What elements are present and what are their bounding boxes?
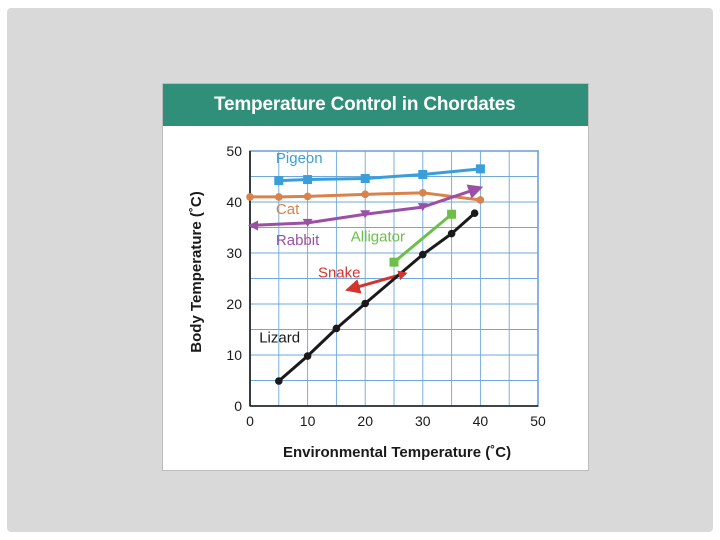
alligator-label: Alligator xyxy=(351,228,405,245)
x-tick-label: 40 xyxy=(473,413,489,429)
chart-header-bar: Temperature Control in Chordates xyxy=(163,84,588,126)
y-tick-label: 40 xyxy=(226,194,242,210)
pigeon-point xyxy=(360,174,370,184)
x-tick-label: 30 xyxy=(415,413,431,429)
x-tick-label: 50 xyxy=(530,413,546,429)
chart-title: Temperature Control in Chordates xyxy=(214,94,516,115)
cat-series-line xyxy=(250,191,481,202)
y-tick-label: 30 xyxy=(226,245,242,261)
cat-point xyxy=(361,190,369,199)
cat-point xyxy=(275,193,283,201)
line-chart: 0 10 20 30 40 50 0 10 20 30 40 50 Pigeon Cat Rabbit Al… xyxy=(188,143,546,461)
cat-point xyxy=(476,196,485,204)
alligator-series-line xyxy=(393,213,453,264)
lizard-point xyxy=(447,229,456,238)
pigeon-point xyxy=(303,175,313,185)
rabbit-point xyxy=(417,203,428,212)
rabbit-label: Rabbit xyxy=(276,232,320,249)
alligator-point xyxy=(389,257,399,267)
rabbit-arrowhead xyxy=(248,220,258,231)
y-tick-label: 50 xyxy=(226,143,242,159)
cat-point xyxy=(419,189,427,197)
alligator-point xyxy=(447,209,457,219)
rabbit-point xyxy=(302,218,313,227)
y-tick-label: 0 xyxy=(234,398,242,414)
snake-arrowhead-shape xyxy=(397,270,408,281)
pigeon-point xyxy=(274,176,284,186)
pigeon-point xyxy=(475,164,485,174)
x-tick-label: 20 xyxy=(357,413,373,429)
y-tick-label: 10 xyxy=(226,347,242,363)
snake-arrowhead xyxy=(397,270,408,281)
cat-point xyxy=(303,192,312,201)
cat-point xyxy=(246,193,254,201)
lizard-point xyxy=(361,299,369,308)
chart-figure: Temperature Control in Chordates 0 10 20 30… xyxy=(163,84,588,470)
x-axis-title: Environmental Temperature (˚C) xyxy=(283,444,511,461)
lizard-point xyxy=(332,324,341,333)
y-tick-label: 20 xyxy=(226,296,242,312)
lizard-point xyxy=(470,209,479,218)
lizard-point xyxy=(303,352,312,360)
pigeon-label: Pigeon xyxy=(276,150,323,167)
lizard-point xyxy=(419,250,427,259)
x-tick-label: 10 xyxy=(300,413,316,429)
y-axis-title: Body Temperature (˚C) xyxy=(188,191,205,352)
x-tick-label: 0 xyxy=(246,413,254,429)
rabbit-point xyxy=(360,210,371,219)
lizard-point xyxy=(275,377,283,385)
cat-label: Cat xyxy=(276,201,300,218)
lizard-label: Lizard xyxy=(259,329,300,346)
snake-label: Snake xyxy=(318,264,361,281)
pigeon-point xyxy=(418,169,428,179)
